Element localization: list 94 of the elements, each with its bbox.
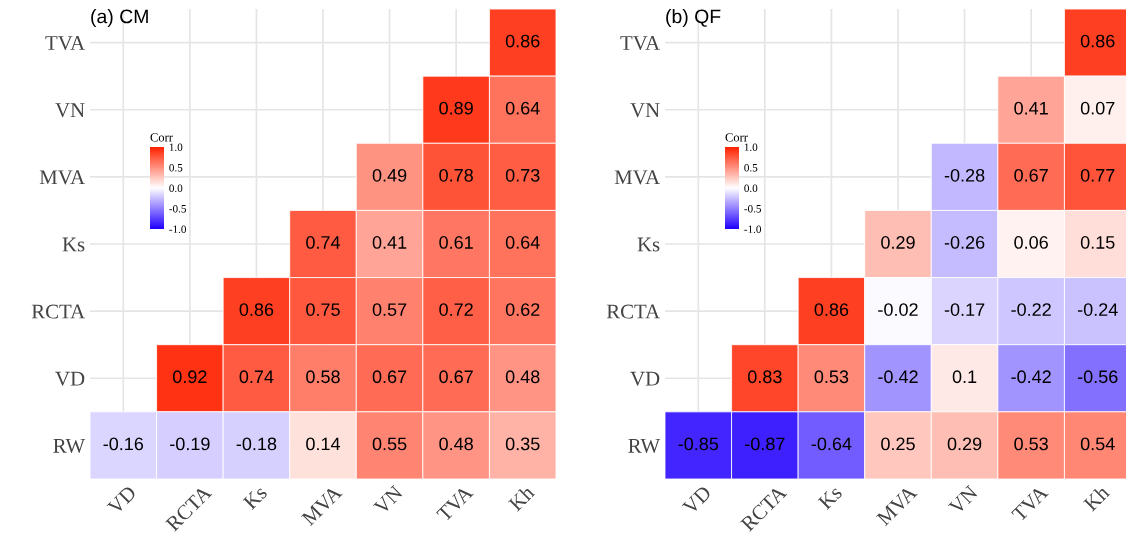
data-label: -0.24 [1077, 303, 1118, 316]
chart-title: (a) CM [91, 9, 148, 28]
data-label: -0.02 [878, 303, 918, 316]
data-label: -0.85 [678, 437, 719, 451]
y-tick-label: Ks [637, 237, 660, 252]
data-label: 0.83 [747, 370, 782, 384]
color-bar-label: -1.0 [744, 225, 762, 234]
data-label: 0.58 [306, 370, 340, 384]
color-bar-label: 1.0 [744, 143, 758, 152]
x-tick-label: VD [106, 485, 138, 516]
y-tick-label: VN [55, 103, 85, 118]
data-label: 0.41 [1014, 101, 1048, 115]
x-tick-label: VN [947, 484, 979, 516]
chart-title: (b) QF [666, 9, 721, 28]
y-tick-label: TVA [45, 36, 85, 51]
x-tick-label: TVA [436, 484, 474, 523]
data-label: 0.86 [505, 34, 540, 48]
color-bar-label: -1.0 [169, 225, 187, 234]
x-tick-label: TVA [1011, 484, 1049, 523]
data-label: 0.89 [439, 101, 473, 115]
color-bar-label: -0.5 [169, 204, 187, 213]
data-label: -0.64 [811, 437, 852, 451]
data-label: 0.35 [505, 437, 540, 451]
data-label: 0.67 [439, 370, 473, 384]
data-label: -0.26 [944, 236, 985, 249]
y-tick-label: VD [630, 371, 660, 386]
legend-title: Corr [725, 133, 748, 142]
data-label: -0.56 [1077, 370, 1118, 384]
data-label: 0.74 [239, 370, 274, 384]
data-label: 0.72 [439, 303, 473, 316]
x-tick-label: Kh [507, 484, 536, 512]
y-tick-label: VD [55, 371, 85, 386]
data-label: 0.67 [372, 370, 407, 384]
x-tick-label: Kh [1082, 484, 1111, 512]
data-label: 0.92 [172, 370, 207, 384]
color-bar-label: -0.5 [744, 204, 762, 213]
data-label: -0.42 [878, 370, 918, 384]
data-label: 0.64 [505, 236, 540, 249]
y-tick-label: Ks [62, 237, 85, 252]
data-label: 0.1 [952, 370, 977, 384]
data-label: 0.64 [505, 101, 540, 115]
x-tick-label: Ks [242, 484, 268, 511]
data-label: 0.86 [239, 303, 274, 316]
data-label: 0.77 [1080, 168, 1115, 182]
data-label: -0.18 [236, 437, 277, 451]
color-bar-label: 0.0 [169, 184, 183, 193]
y-tick-label: RCTA [606, 304, 660, 319]
data-label: 0.48 [505, 370, 540, 384]
data-label: 0.78 [439, 168, 473, 182]
data-label: 0.86 [814, 303, 849, 316]
data-label: 0.29 [947, 437, 982, 451]
data-label: 0.15 [1080, 236, 1115, 249]
data-label: 0.06 [1014, 236, 1048, 249]
data-label: -0.16 [103, 437, 144, 451]
data-label: -0.19 [170, 437, 210, 451]
color-bar-label: 0.5 [169, 163, 183, 172]
y-tick-label: TVA [620, 36, 660, 51]
color-bar-label: 0.0 [744, 184, 758, 193]
color-bar-label: 1.0 [169, 143, 183, 152]
x-tick-label: VN [372, 484, 404, 516]
legend-title: Corr [150, 133, 173, 142]
data-label: -0.17 [944, 303, 985, 316]
data-label: 0.29 [881, 236, 915, 249]
data-label: 0.53 [1014, 437, 1048, 451]
data-label: 0.86 [1080, 34, 1115, 48]
data-label: -0.87 [745, 437, 785, 451]
x-tick-label: Ks [817, 484, 843, 511]
y-tick-label: MVA [614, 170, 660, 185]
data-label: -0.42 [1011, 370, 1051, 384]
data-label: 0.62 [505, 303, 540, 316]
data-label: 0.73 [505, 168, 540, 182]
data-label: 0.75 [306, 303, 340, 316]
data-label: 0.48 [439, 437, 473, 451]
data-label: -0.28 [944, 168, 985, 182]
x-tick-label: VD [681, 485, 713, 516]
data-label: 0.67 [1014, 168, 1048, 182]
data-label: 0.55 [372, 437, 407, 451]
data-label: 0.53 [814, 370, 849, 384]
data-label: 0.57 [372, 303, 407, 316]
color-bar-label: 0.5 [744, 163, 758, 172]
y-tick-label: RW [53, 439, 86, 453]
data-label: 0.41 [372, 236, 407, 249]
data-label: 0.74 [306, 236, 341, 249]
y-tick-label: RW [628, 439, 661, 453]
data-label: 0.07 [1080, 101, 1115, 115]
y-tick-label: MVA [39, 170, 85, 185]
y-tick-label: VN [630, 103, 660, 118]
data-label: 0.25 [881, 437, 915, 451]
y-tick-label: RCTA [31, 304, 85, 319]
data-label: 0.14 [306, 437, 341, 451]
data-label: 0.49 [372, 168, 407, 182]
data-label: 0.61 [439, 236, 473, 249]
data-label: 0.54 [1080, 437, 1115, 451]
data-label: -0.22 [1011, 303, 1051, 316]
